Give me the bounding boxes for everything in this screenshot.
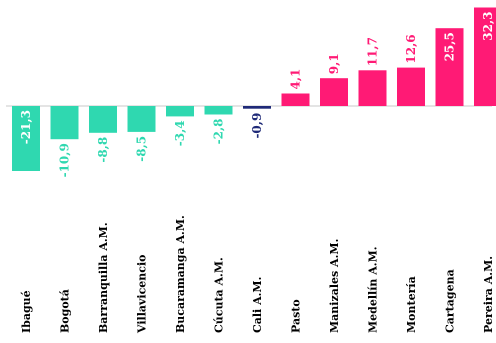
value-label: -21,3 [19,110,33,144]
value-label: -8,5 [135,136,149,162]
value-label: 9,1 [327,53,341,74]
bar [50,106,79,140]
bar [89,106,117,133]
bar [12,106,40,171]
bar [166,106,194,117]
value-label: -8,8 [96,137,110,163]
bar [127,106,156,132]
category-label: Manizales A.M. [328,239,341,333]
bar [243,106,271,109]
value-label: -2,8 [212,119,226,145]
value-label: -3,4 [173,120,187,146]
bar [358,70,387,106]
category-labels-group: Ibagué Bogotá Barranquilla A.M. Villavicenc… [20,215,495,334]
value-label: -10,9 [58,143,72,177]
value-label: 32,3 [481,12,495,41]
value-label: 4,1 [289,69,303,90]
bars-group [12,7,496,171]
category-label: Villavicencio [136,255,149,334]
category-label: Ibagué [20,290,33,333]
category-label: Cartagena [444,269,457,333]
category-label: Pereira A.M. [482,256,495,333]
category-label: Bucaramanga A.M. [174,215,187,333]
category-label: Bogotá [59,289,72,333]
category-label: Cali A.M. [251,277,264,333]
bar [435,28,464,107]
bar [320,78,348,106]
category-label: Pasto [290,299,303,333]
category-label: Barranquilla A.M. [97,222,110,333]
bar [204,106,233,115]
category-label: Cúcuta A.M. [213,257,226,333]
value-label: 25,5 [443,32,457,61]
value-label: 12,6 [404,34,418,63]
bar [281,93,310,106]
bar [474,7,496,106]
bar [397,67,425,106]
value-labels-group: -21,3 -10,9 -8,8 -8,5 -3,4 -2,8 -0,9 4,1 9,1 11,7… [19,12,495,178]
category-label: Medellín A.M. [367,246,380,333]
category-label: Montería [405,276,418,333]
value-label: -0,9 [250,113,264,139]
value-label: 11,7 [366,37,380,66]
